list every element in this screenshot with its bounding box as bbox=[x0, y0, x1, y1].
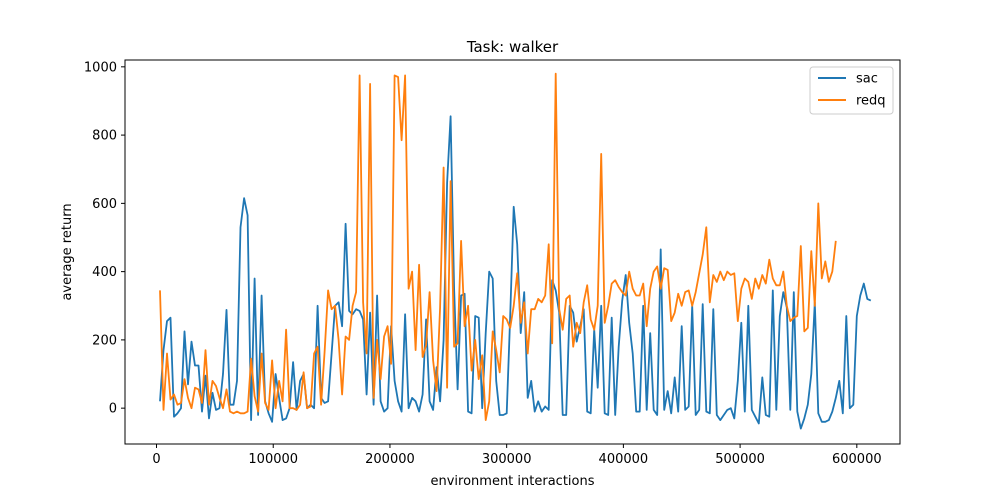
x-tick-label: 0 bbox=[152, 452, 160, 467]
x-tick-label: 300000 bbox=[482, 452, 532, 467]
chart-title: Task: walker bbox=[466, 38, 559, 56]
legend: sac redq bbox=[809, 66, 894, 115]
series-line-sac bbox=[159, 115, 872, 430]
x-tick-label: 100000 bbox=[248, 452, 298, 467]
y-tick-label: 400 bbox=[92, 265, 117, 280]
x-tick-label: 200000 bbox=[365, 452, 415, 467]
y-tick-label: 800 bbox=[92, 129, 117, 144]
y-tick-label: 200 bbox=[92, 333, 117, 348]
series-layer bbox=[159, 72, 872, 430]
series-line-redq bbox=[159, 72, 837, 421]
plot-frame bbox=[124, 59, 901, 445]
y-axis-label: average return bbox=[60, 203, 75, 300]
x-axis: 0 100000 200000 300000 400000 500000 600000 bbox=[152, 444, 882, 467]
x-tick-label: 400000 bbox=[599, 452, 649, 467]
x-tick-label: 500000 bbox=[715, 452, 765, 467]
legend-label-redq: redq bbox=[856, 94, 886, 109]
y-tick-label: 0 bbox=[109, 402, 117, 417]
x-tick-label: 600000 bbox=[832, 452, 882, 467]
y-axis: 0 200 400 600 800 1000 bbox=[84, 60, 125, 417]
y-tick-label: 1000 bbox=[84, 60, 117, 75]
y-tick-label: 600 bbox=[92, 197, 117, 212]
x-axis-label: environment interactions bbox=[430, 474, 594, 489]
legend-label-sac: sac bbox=[856, 72, 878, 87]
